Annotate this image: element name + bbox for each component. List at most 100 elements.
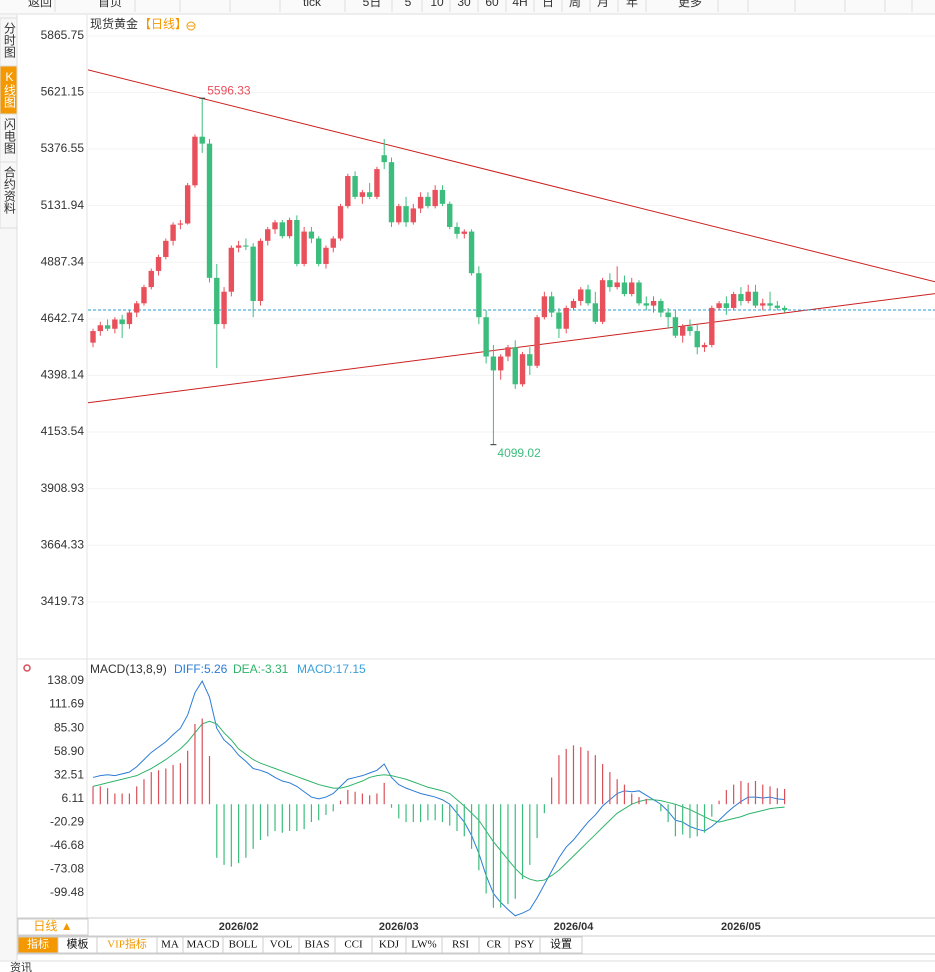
candle-body bbox=[658, 300, 664, 313]
candle-body bbox=[527, 354, 533, 366]
footer-tab[interactable]: 资讯 bbox=[10, 961, 32, 972]
trend-line bbox=[88, 293, 935, 404]
indicator-tab-label[interactable]: PSY bbox=[514, 939, 534, 951]
candle-body bbox=[774, 305, 781, 308]
period-button[interactable]: 年 bbox=[626, 0, 638, 9]
indicator-tab-label[interactable]: MACD bbox=[186, 939, 219, 951]
y-tick-label: 5376.55 bbox=[41, 141, 85, 155]
candle-body bbox=[235, 245, 242, 248]
toolbar-button[interactable]: 更多 bbox=[678, 0, 702, 9]
candle-body bbox=[184, 185, 191, 224]
x-tick-label: 2026/02 bbox=[219, 921, 259, 933]
candle-body bbox=[716, 303, 722, 308]
candle-body bbox=[781, 307, 788, 311]
indicator-tab-label[interactable]: KDJ bbox=[379, 939, 400, 951]
period-button[interactable]: 日 bbox=[542, 0, 554, 9]
candle-body bbox=[228, 247, 235, 292]
candle-body bbox=[192, 136, 198, 186]
candle-body bbox=[709, 307, 715, 345]
y-tick-label: -73.08 bbox=[50, 862, 84, 876]
period-button[interactable]: 周 bbox=[569, 0, 581, 9]
toolbar-button[interactable]: 首页 bbox=[98, 0, 122, 9]
sidebar-tab-label[interactable]: 分时图 bbox=[2, 22, 16, 58]
candle-body bbox=[366, 192, 373, 197]
candle-body bbox=[315, 238, 322, 264]
candle-body bbox=[447, 203, 453, 227]
y-tick-label: 3664.33 bbox=[41, 537, 85, 551]
period-button[interactable]: 5 bbox=[405, 0, 412, 9]
period-button[interactable]: 月 bbox=[597, 0, 609, 9]
candle-body bbox=[396, 206, 402, 223]
candle-body bbox=[206, 143, 213, 278]
candle-body bbox=[483, 317, 489, 357]
candle-body bbox=[592, 303, 599, 322]
candle-body bbox=[541, 296, 548, 318]
period-box[interactable] bbox=[17, 918, 89, 936]
period-button[interactable]: 30 bbox=[457, 0, 471, 9]
indicator-tab-label[interactable]: 模板 bbox=[67, 937, 89, 951]
candle-body bbox=[578, 289, 584, 301]
indicator-tab-label[interactable]: CCI bbox=[344, 939, 363, 951]
candle-body bbox=[760, 303, 766, 306]
candle-body bbox=[323, 247, 329, 264]
indicator-tab-label[interactable]: 设置 bbox=[550, 938, 572, 951]
y-tick-label: 4887.34 bbox=[41, 254, 85, 268]
candle-body bbox=[621, 282, 628, 295]
candle-body bbox=[534, 317, 540, 366]
candle-body bbox=[119, 319, 125, 325]
toolbar bbox=[0, 0, 935, 14]
period-label: 【日线】 bbox=[139, 17, 187, 31]
candle-body bbox=[352, 176, 358, 197]
indicator-tab-label[interactable]: VIP指标 bbox=[107, 937, 147, 951]
candle-body bbox=[738, 294, 744, 301]
candle-body bbox=[454, 226, 460, 234]
candle-body bbox=[286, 219, 293, 237]
candle-body bbox=[155, 257, 162, 271]
candle-body bbox=[679, 326, 686, 336]
candle-body bbox=[599, 280, 606, 322]
candle-body bbox=[199, 136, 205, 144]
x-tick-label: 2026/05 bbox=[721, 921, 761, 933]
candle-body bbox=[330, 238, 336, 248]
candle-body bbox=[279, 222, 285, 237]
indicator-tab-label[interactable]: VOL bbox=[270, 939, 293, 951]
candle-body bbox=[243, 245, 249, 247]
candle-body bbox=[476, 273, 482, 318]
candle-body bbox=[548, 296, 555, 313]
candle-body bbox=[461, 231, 467, 234]
indicator-tab-label[interactable]: BOLL bbox=[229, 939, 258, 951]
candle-body bbox=[388, 162, 395, 223]
period-button[interactable]: 60 bbox=[485, 0, 499, 9]
indicator-tab-label[interactable]: MA bbox=[161, 939, 179, 951]
period-button[interactable]: tick bbox=[303, 0, 322, 9]
legend-entry: DIFF:5.26 bbox=[174, 662, 228, 676]
candle-body bbox=[650, 300, 657, 306]
indicator-tab-label[interactable]: 指标 bbox=[27, 937, 49, 951]
indicator-tab-label[interactable]: CR bbox=[487, 939, 502, 951]
period-selector[interactable]: 日线 ▲ bbox=[33, 919, 72, 933]
indicator-tab[interactable] bbox=[539, 936, 583, 954]
indicator-tab-label[interactable]: RSI bbox=[452, 939, 469, 951]
candle-body bbox=[752, 291, 759, 306]
x-tick-label: 2026/04 bbox=[554, 921, 595, 933]
sidebar-tab[interactable] bbox=[0, 161, 18, 229]
sidebar-tab-label[interactable]: 合约资料 bbox=[2, 165, 16, 214]
sidebar-tab-label[interactable]: 闪电图 bbox=[2, 118, 16, 154]
y-tick-label: 4398.14 bbox=[41, 368, 85, 382]
period-button[interactable]: 5日 bbox=[363, 0, 382, 9]
y-tick-label: 6.11 bbox=[62, 791, 85, 805]
candle-body bbox=[570, 300, 577, 308]
collapse-icon[interactable] bbox=[186, 21, 196, 31]
candle-body bbox=[214, 277, 220, 325]
indicator-tab-label[interactable]: BIAS bbox=[304, 939, 329, 951]
period-button[interactable]: 4H bbox=[512, 0, 527, 9]
candle-body bbox=[410, 208, 417, 223]
indicator-tab-label[interactable]: LW% bbox=[411, 939, 436, 951]
sidebar-tab-label[interactable]: K线图 bbox=[2, 70, 16, 108]
toolbar-button[interactable]: 返回 bbox=[28, 0, 52, 9]
settings-icon[interactable] bbox=[23, 664, 31, 672]
candle-body bbox=[221, 291, 227, 325]
candle-body bbox=[439, 189, 446, 204]
period-button[interactable]: 10 bbox=[430, 0, 444, 9]
